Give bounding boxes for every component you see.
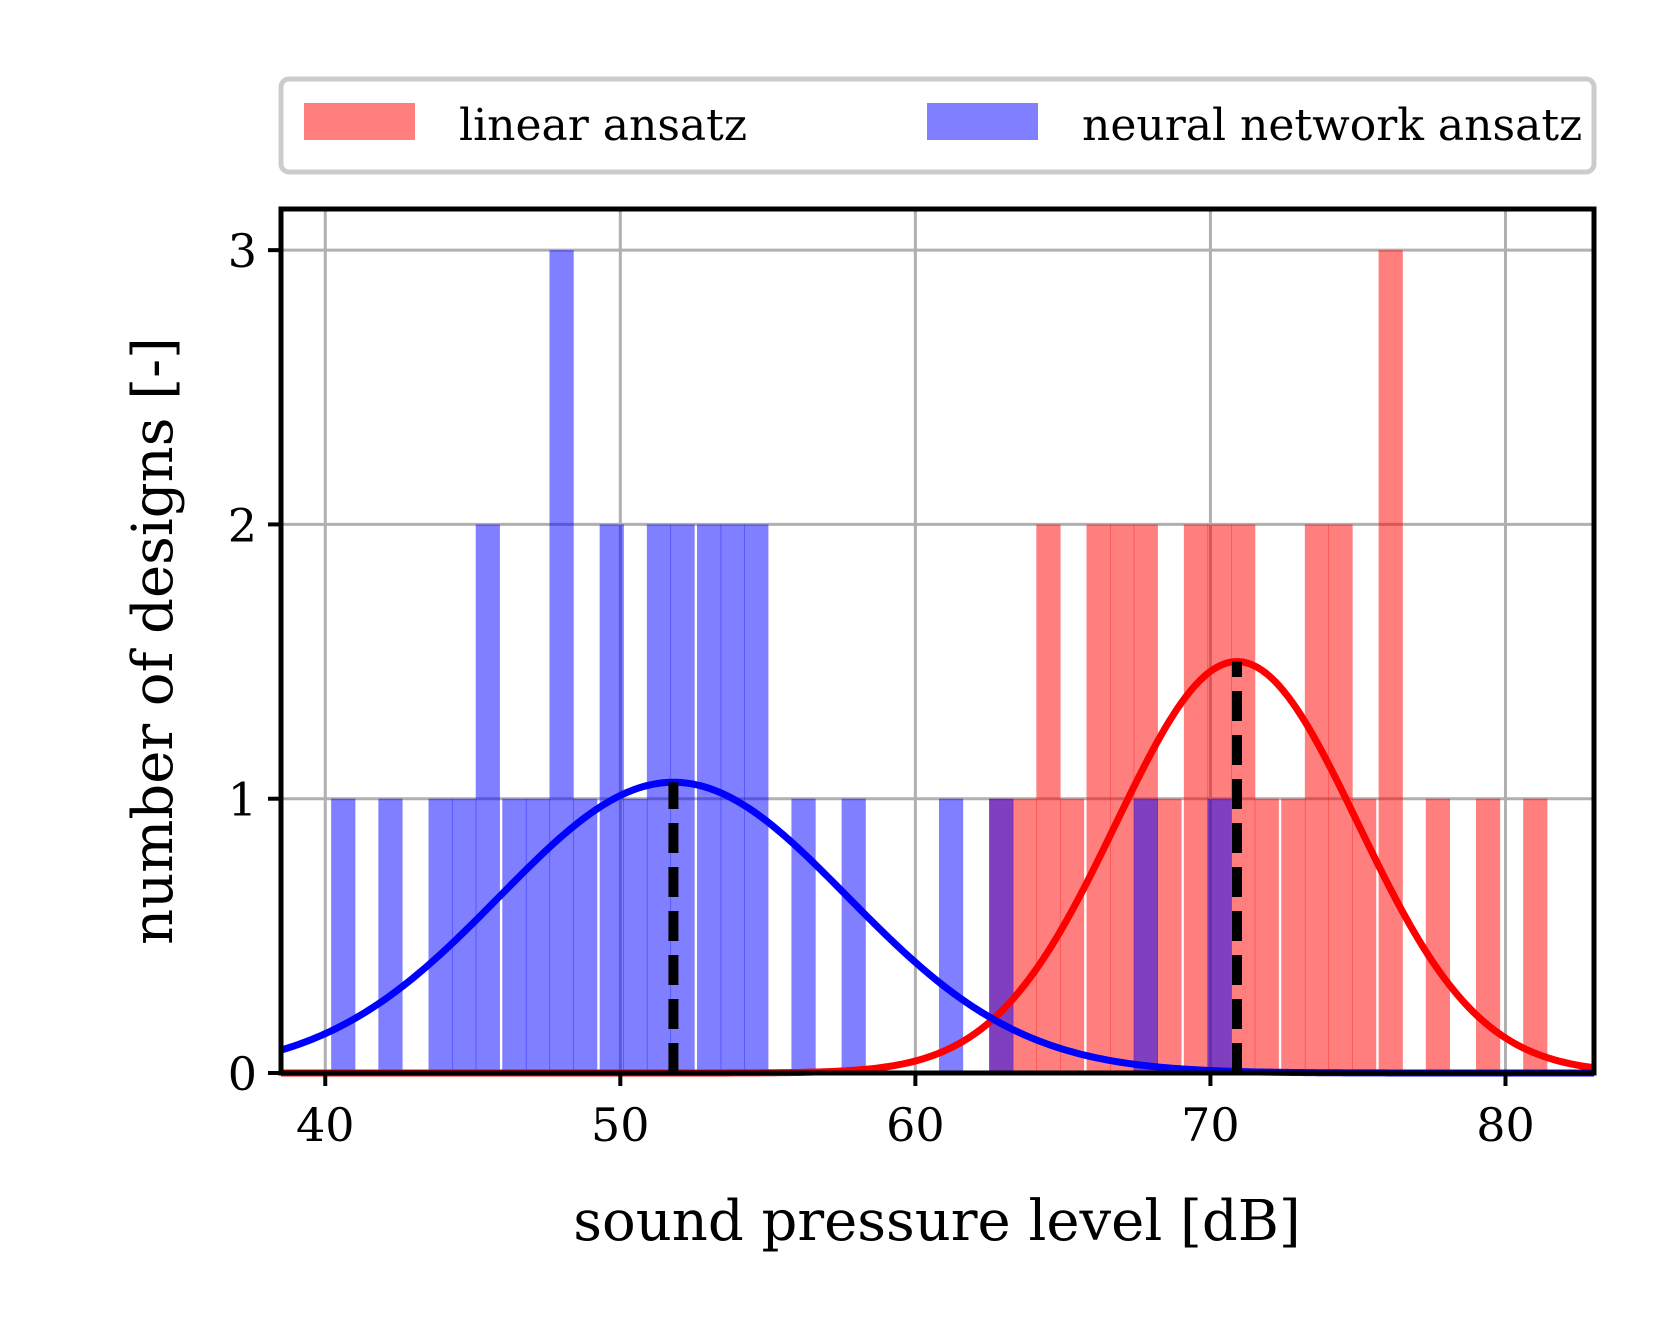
bar-neural-network-ansatz [744,524,769,1073]
x-tick-label: 50 [591,1098,650,1152]
legend-label-linear: linear ansatz [459,100,747,151]
bar-linear-ansatz [1352,798,1377,1073]
y-axis-title: number of designs [-] [121,337,186,945]
bar-linear-ansatz [1157,798,1182,1073]
bar-neural-network-ansatz [646,524,672,1073]
bar-neural-network-ansatz [549,250,574,1074]
mean-markers [668,661,1242,1073]
y-tick-label: 1 [228,773,257,827]
bar-neural-network-ansatz [938,798,964,1073]
bar-linear-ansatz [1304,524,1330,1073]
bar-neural-network-ansatz [791,798,816,1073]
bar-linear-ansatz [1012,798,1037,1073]
x-tick-label: 70 [1181,1098,1240,1152]
bar-linear-ansatz [1425,798,1451,1073]
bar-neural-network-ansatz [378,798,403,1073]
bar-neural-network-ansatz [697,524,722,1073]
bar-linear-ansatz [1378,250,1403,1074]
plot-frame [278,206,1597,1076]
legend: linear ansatz neural network ansatz [278,76,1597,175]
bar-neural-network-ansatz [1207,798,1232,1073]
y-tick-label: 3 [228,224,257,278]
bar-neural-network-ansatz [502,798,527,1073]
x-tick-label: 80 [1476,1098,1535,1152]
histogram-bars [331,250,1548,1074]
x-axis-title: sound pressure level [dB] [573,1189,1300,1254]
y-tick-label: 2 [228,498,257,552]
axis-ticks: 40 50 60 70 80 0 1 2 3 [228,224,1535,1152]
bar-neural-network-ansatz [573,798,598,1073]
bar-linear-ansatz [1254,798,1279,1073]
bar-neural-network-ansatz [1133,798,1158,1073]
bar-linear-ansatz [1036,524,1061,1073]
legend-swatch-neural [927,103,1038,140]
bar-linear-ansatz [1523,798,1548,1073]
legend-label-neural: neural network ansatz [1082,100,1582,151]
bar-neural-network-ansatz [841,798,866,1073]
x-tick-label: 40 [296,1098,355,1152]
bar-neural-network-ansatz [623,798,648,1073]
bar-neural-network-ansatz [525,798,551,1073]
legend-swatch-linear [304,103,415,140]
y-tick-label: 0 [228,1047,257,1101]
bar-linear-ansatz [1183,524,1209,1073]
x-tick-label: 60 [886,1098,945,1152]
bar-neural-network-ansatz [428,798,453,1073]
bar-linear-ansatz [1086,524,1111,1073]
bar-linear-ansatz [1281,798,1306,1073]
bar-linear-ansatz [1059,798,1085,1073]
bar-neural-network-ansatz [475,524,500,1073]
